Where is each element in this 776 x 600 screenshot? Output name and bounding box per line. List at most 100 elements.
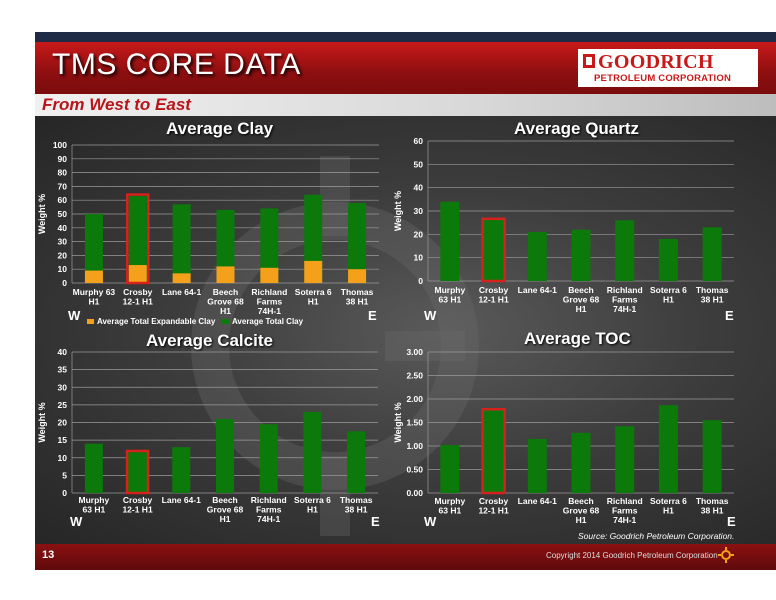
clay-tick-label: 50 [58,209,68,219]
slide-subtitle: From West to East [42,95,191,114]
clay-bar-total [348,202,367,283]
legend-swatch-total [221,319,229,325]
clay-category-label: 12-1 H1 [123,297,154,307]
quartz-tick-label: 0 [418,276,423,286]
subtitle-bar [35,94,776,116]
clay-category-label: Soterra 6 [295,287,332,297]
quartz-y-axis-label: Weight % [393,191,403,231]
quartz-category-label: Thomas [696,285,729,295]
calcite-bar [347,431,366,493]
slide-title: TMS CORE DATA [52,48,301,81]
clay-bar-total [172,204,191,283]
clay-tick-label: 10 [58,264,68,274]
calcite-category-label: Crosby [123,495,153,505]
calcite-category-label: Farms [256,505,282,515]
quartz-category-label: Crosby [479,285,509,295]
clay-bar-expandable [348,269,367,283]
watermark-logo-icon [191,156,479,536]
clay-category-label: H1 [308,297,319,307]
page-number: 13 [42,549,55,561]
toc-category-label: Grove 68 [563,506,600,516]
quartz-tick-label: 20 [414,229,424,239]
toc-bar-highlight [481,408,506,495]
calcite-category-label: 74H-1 [257,514,280,524]
quartz-bar [571,229,591,281]
clay-bar-total [260,208,279,283]
clay-bar-expandable [260,267,279,283]
calcite-category-label: H1 [307,505,318,515]
calcite-category-label: 63 H1 [83,505,106,515]
clay-category-label: Beech [213,287,239,297]
toc-category-label: 63 H1 [439,506,462,516]
clay-category-label: Lane 64-1 [162,287,201,297]
clay-tick-label: 20 [58,250,68,260]
quartz-category-label: Richland [607,285,643,295]
toc-bar [658,405,678,493]
chart-title-quartz: Average Quartz [514,119,640,138]
logo-mark-icon [583,54,595,68]
quartz-category-label: H1 [663,295,674,305]
clay-tick-label: 30 [58,237,68,247]
toc-category-label: Soterra 6 [650,496,687,506]
calcite-category-label: Grove 68 [207,505,244,515]
quartz-category-label: Murphy [435,285,466,295]
clay-highlight-outline [126,193,150,285]
clay-legend: Average Total Expandable Clay Average To… [87,317,303,326]
calcite-bar [84,443,103,493]
quartz-category-label: Soterra 6 [650,285,687,295]
quartz-category-label: Beech [568,285,594,295]
calcite-bar-highlight [125,449,150,495]
toc-tick-label: 0.50 [406,465,423,475]
toc-tick-label: 3.00 [406,347,423,357]
toc-category-label: Murphy [435,496,466,506]
calcite-category-label: Richland [251,495,287,505]
footer-bar [35,544,776,570]
toc-tick-label: 2.00 [406,394,423,404]
clay-category-label: H1 [220,306,231,316]
clay-tick-label: 40 [58,223,68,233]
west-label-clay: W [68,308,81,323]
toc-bar [571,432,591,493]
quartz-category-label: 63 H1 [439,295,462,305]
toc-category-label: Thomas [696,496,729,506]
calcite-tick-label: 25 [58,400,68,410]
legend-swatch-expandable [87,319,94,325]
calcite-tick-label: 5 [62,470,67,480]
toc-tick-label: 2.50 [406,371,423,381]
chart-title-toc: Average TOC [524,329,631,348]
clay-bar-total [128,196,147,283]
clay-tick-label: 100 [53,140,67,150]
calcite-category-label: Soterra 6 [294,495,331,505]
clay-category-label: H1 [88,297,99,307]
west-label-toc: W [424,514,437,529]
calcite-category-label: Beech [212,495,238,505]
calcite-bar [216,418,234,493]
toc-category-label: Crosby [479,496,509,506]
legend-label-expandable: Average Total Expandable Clay [97,317,216,326]
quartz-bar [440,201,460,281]
quartz-category-label: 74H-1 [613,304,636,314]
calcite-tick-label: 20 [58,418,68,428]
clay-tick-label: 70 [58,181,68,191]
east-label-clay: E [368,308,377,323]
calcite-category-label: H1 [220,514,231,524]
calcite-tick-label: 10 [58,453,68,463]
toc-category-label: 38 H1 [701,506,724,516]
quartz-category-label: Grove 68 [563,295,600,305]
clay-bar-expandable [172,273,191,283]
logo-subtitle: PETROLEUM CORPORATION [594,73,732,84]
clay-bar-expandable [84,270,103,283]
quartz-category-label: Lane 64-1 [518,285,557,295]
clay-bar-total [84,214,103,283]
clay-bar-total [216,209,235,283]
toc-category-label: 74H-1 [613,515,636,525]
clay-category-label: Grove 68 [207,297,244,307]
toc-y-axis-label: Weight % [393,402,403,442]
calcite-category-label: Thomas [340,495,373,505]
toc-tick-label: 0.00 [406,488,423,498]
clay-y-axis-label: Weight % [37,194,47,234]
logo [578,49,758,87]
clay-tick-label: 0 [62,278,67,288]
toc-category-label: H1 [576,515,587,525]
quartz-tick-label: 50 [414,159,424,169]
